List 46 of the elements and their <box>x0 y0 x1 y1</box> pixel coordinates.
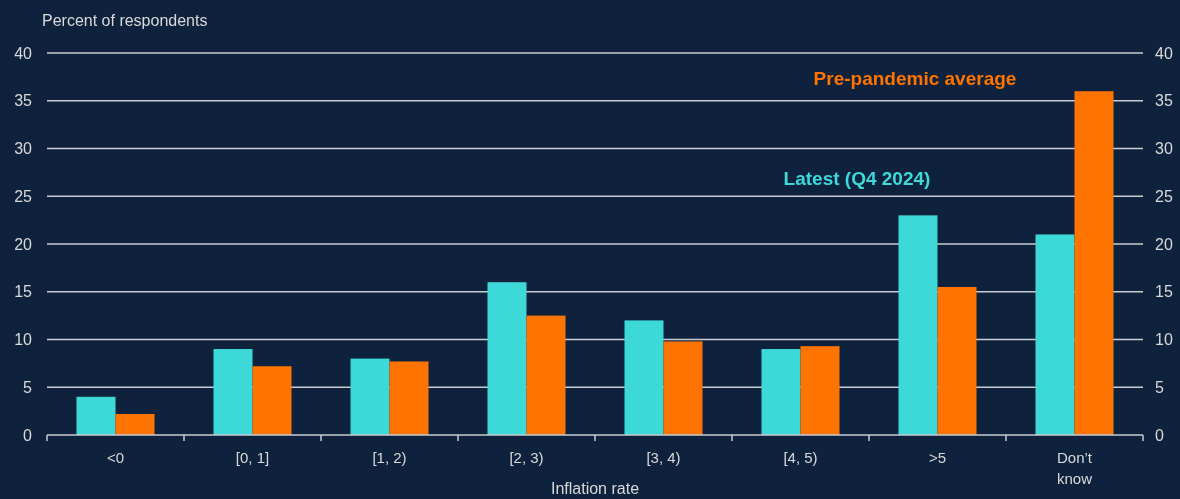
y2-tick-label: 40 <box>1155 44 1173 62</box>
bar <box>1035 234 1075 435</box>
text: Pre-pandemic average <box>813 68 1017 89</box>
series-label: Latest (Q4 2024) <box>783 168 931 189</box>
bar <box>898 215 938 435</box>
x-axis-title: Inflation rate <box>550 480 640 497</box>
y2-tick-label: 25 <box>1155 187 1173 205</box>
x-tick-label: [2, 3) <box>509 449 544 466</box>
y2-tick-label: 15 <box>1155 283 1173 301</box>
y2-tick-label: 35 <box>1155 92 1173 110</box>
y-tick-label: 20 <box>14 235 33 253</box>
y-tick-label: 0 <box>23 426 33 444</box>
x-tick-label: [0, 1] <box>235 449 270 466</box>
bar <box>937 286 977 435</box>
y-tick-label: 30 <box>14 140 33 158</box>
bar <box>389 361 429 435</box>
bar <box>663 341 703 435</box>
y-tick-label: 40 <box>14 44 33 62</box>
y-tick-label: 25 <box>14 187 33 205</box>
bar <box>526 315 566 435</box>
y2-tick-label: 5 <box>1155 378 1164 396</box>
bar <box>76 396 116 435</box>
x-tick-label: [1, 2) <box>372 449 407 466</box>
y2-tick-label: 0 <box>1155 426 1164 444</box>
x-tick-label: [3, 4) <box>646 449 681 466</box>
y-tick-label: 10 <box>14 331 33 349</box>
x-tick-label: Don’t know <box>1056 449 1093 487</box>
y-tick-label: 5 <box>23 378 33 396</box>
bar <box>800 346 840 435</box>
bar <box>252 366 292 435</box>
bar <box>624 320 664 435</box>
bar <box>115 413 155 435</box>
y-axis-title: Percent of respondents <box>42 12 208 29</box>
y-tick-label: 35 <box>14 92 33 110</box>
y2-tick-label: 30 <box>1155 140 1173 158</box>
y-tick-label: 15 <box>14 283 33 301</box>
y2-tick-label: 20 <box>1155 235 1173 253</box>
y2-tick-label: 10 <box>1155 331 1173 349</box>
bar <box>487 282 527 435</box>
bar <box>213 349 253 435</box>
x-tick-label: >5 <box>928 449 947 466</box>
x-tick-label: [4, 5) <box>783 449 818 466</box>
x-tick-label: <0 <box>106 449 125 466</box>
bar <box>350 358 390 435</box>
bar <box>761 349 801 435</box>
bar <box>1074 91 1114 435</box>
